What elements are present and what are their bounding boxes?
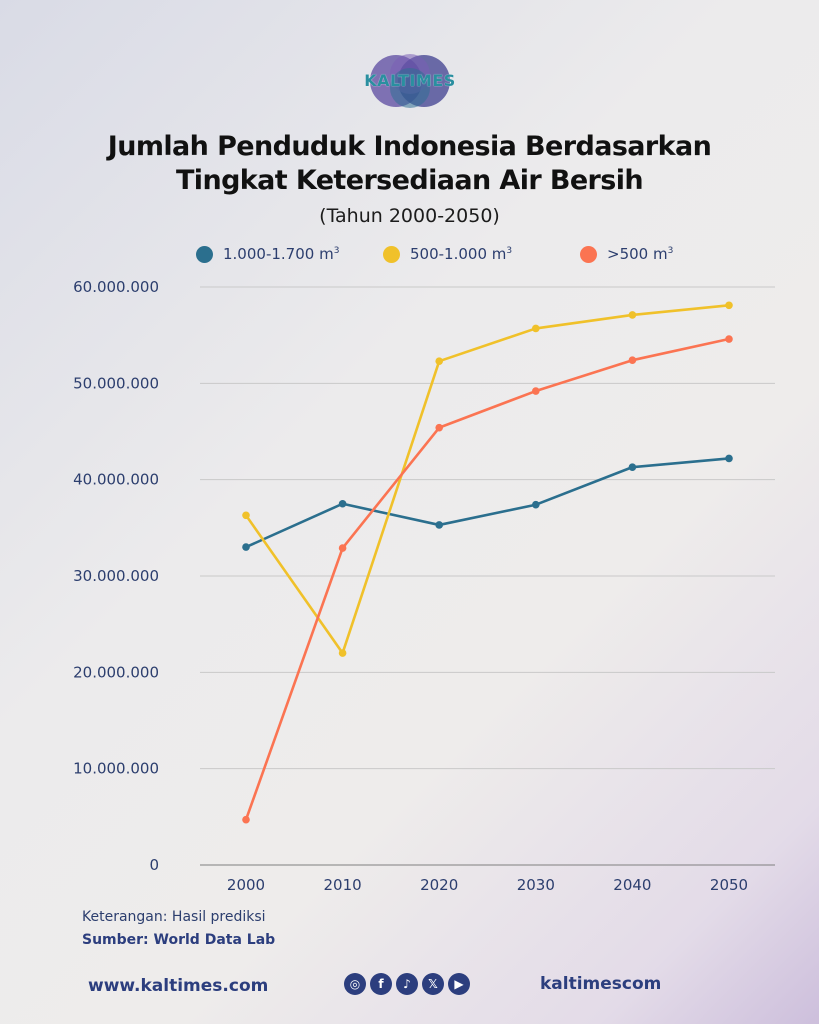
data-point-series-2	[532, 324, 540, 333]
data-point-series-3	[435, 423, 444, 432]
social-handle[interactable]: kaltimescom	[540, 974, 662, 994]
data-point-series-2	[435, 357, 444, 365]
chart-note: Keterangan: Hasil prediksi	[82, 909, 266, 925]
data-point-series-3	[242, 815, 250, 824]
legend-item-series-3: >500 m3	[580, 245, 673, 263]
legend-label-series-2: 500-1.000 m3	[410, 245, 513, 263]
y-tick-label: 40.000.000	[73, 471, 159, 489]
x-tick-label: 2050	[710, 876, 748, 894]
kaltimes-logo: KALTIMES	[354, 50, 466, 112]
data-point-series-1	[725, 454, 733, 463]
data-point-series-2	[628, 311, 637, 319]
data-point-series-2	[338, 649, 347, 657]
chart-title-line1: Jumlah Penduduk Indonesia Berdasarkan	[107, 131, 712, 162]
series-line-2	[244, 304, 731, 655]
chart-legend: 1.000-1.700 m3 500-1.000 m3 >500 m3	[0, 245, 819, 273]
youtube-icon[interactable]: ▶	[448, 973, 470, 995]
logo-text: KALTIMES	[364, 71, 456, 90]
legend-dot-series-1	[196, 245, 213, 263]
data-point-series-2	[725, 301, 733, 310]
data-point-series-1	[338, 499, 347, 508]
x-icon[interactable]: 𝕏	[422, 973, 444, 995]
y-tick-label: 50.000.000	[73, 374, 159, 392]
x-tick-label: 2030	[517, 876, 555, 894]
legend-dot-series-2	[383, 245, 400, 263]
y-tick-label: 30.000.000	[73, 567, 159, 585]
instagram-icon[interactable]: ◎	[344, 973, 366, 995]
data-point-series-3	[725, 335, 733, 343]
x-tick-label: 2040	[613, 876, 651, 894]
legend-label-series-1: 1.000-1.700 m3	[223, 245, 340, 263]
legend-item-series-2: 500-1.000 m3	[383, 245, 512, 263]
line-chart: 0 10.000.000 20.000.000 30.000.000 40.000.00…	[73, 278, 775, 894]
chart-source: Sumber: World Data Lab	[82, 932, 276, 948]
data-point-series-1	[532, 500, 540, 509]
x-tick-label: 2020	[420, 876, 458, 894]
data-point-series-2	[242, 511, 250, 520]
data-point-series-3	[338, 544, 347, 552]
logo-emblem-icon	[370, 54, 450, 108]
legend-label-series-3: >500 m3	[607, 245, 674, 263]
y-tick-label: 0	[149, 856, 159, 874]
data-point-series-1	[242, 543, 250, 551]
data-point-series-1	[435, 521, 444, 529]
x-tick-label: 2010	[324, 876, 362, 894]
social-icons: ◎ f ♪ 𝕏 ▶	[344, 973, 470, 995]
tiktok-icon[interactable]: ♪	[396, 973, 418, 995]
chart-title: Jumlah Penduduk Indonesia Berdasarkan Ti…	[0, 130, 819, 198]
y-tick-label: 10.000.000	[73, 760, 159, 778]
y-tick-label: 60.000.000	[73, 278, 159, 296]
data-point-series-3	[628, 356, 637, 365]
legend-item-series-1: 1.000-1.700 m3	[196, 245, 339, 263]
legend-dot-series-3	[580, 245, 597, 263]
series-line-3	[244, 337, 731, 822]
website-link[interactable]: www.kaltimes.com	[88, 976, 269, 996]
data-point-series-3	[532, 387, 540, 395]
data-point-series-1	[628, 463, 637, 471]
series-line-1	[244, 457, 731, 549]
y-tick-label: 20.000.000	[73, 663, 159, 681]
x-tick-label: 2000	[227, 876, 265, 894]
chart-title-line2: Tingkat Ketersediaan Air Bersih	[175, 165, 644, 196]
chart-subtitle: (Tahun 2000-2050)	[319, 205, 500, 227]
facebook-icon[interactable]: f	[370, 973, 392, 995]
